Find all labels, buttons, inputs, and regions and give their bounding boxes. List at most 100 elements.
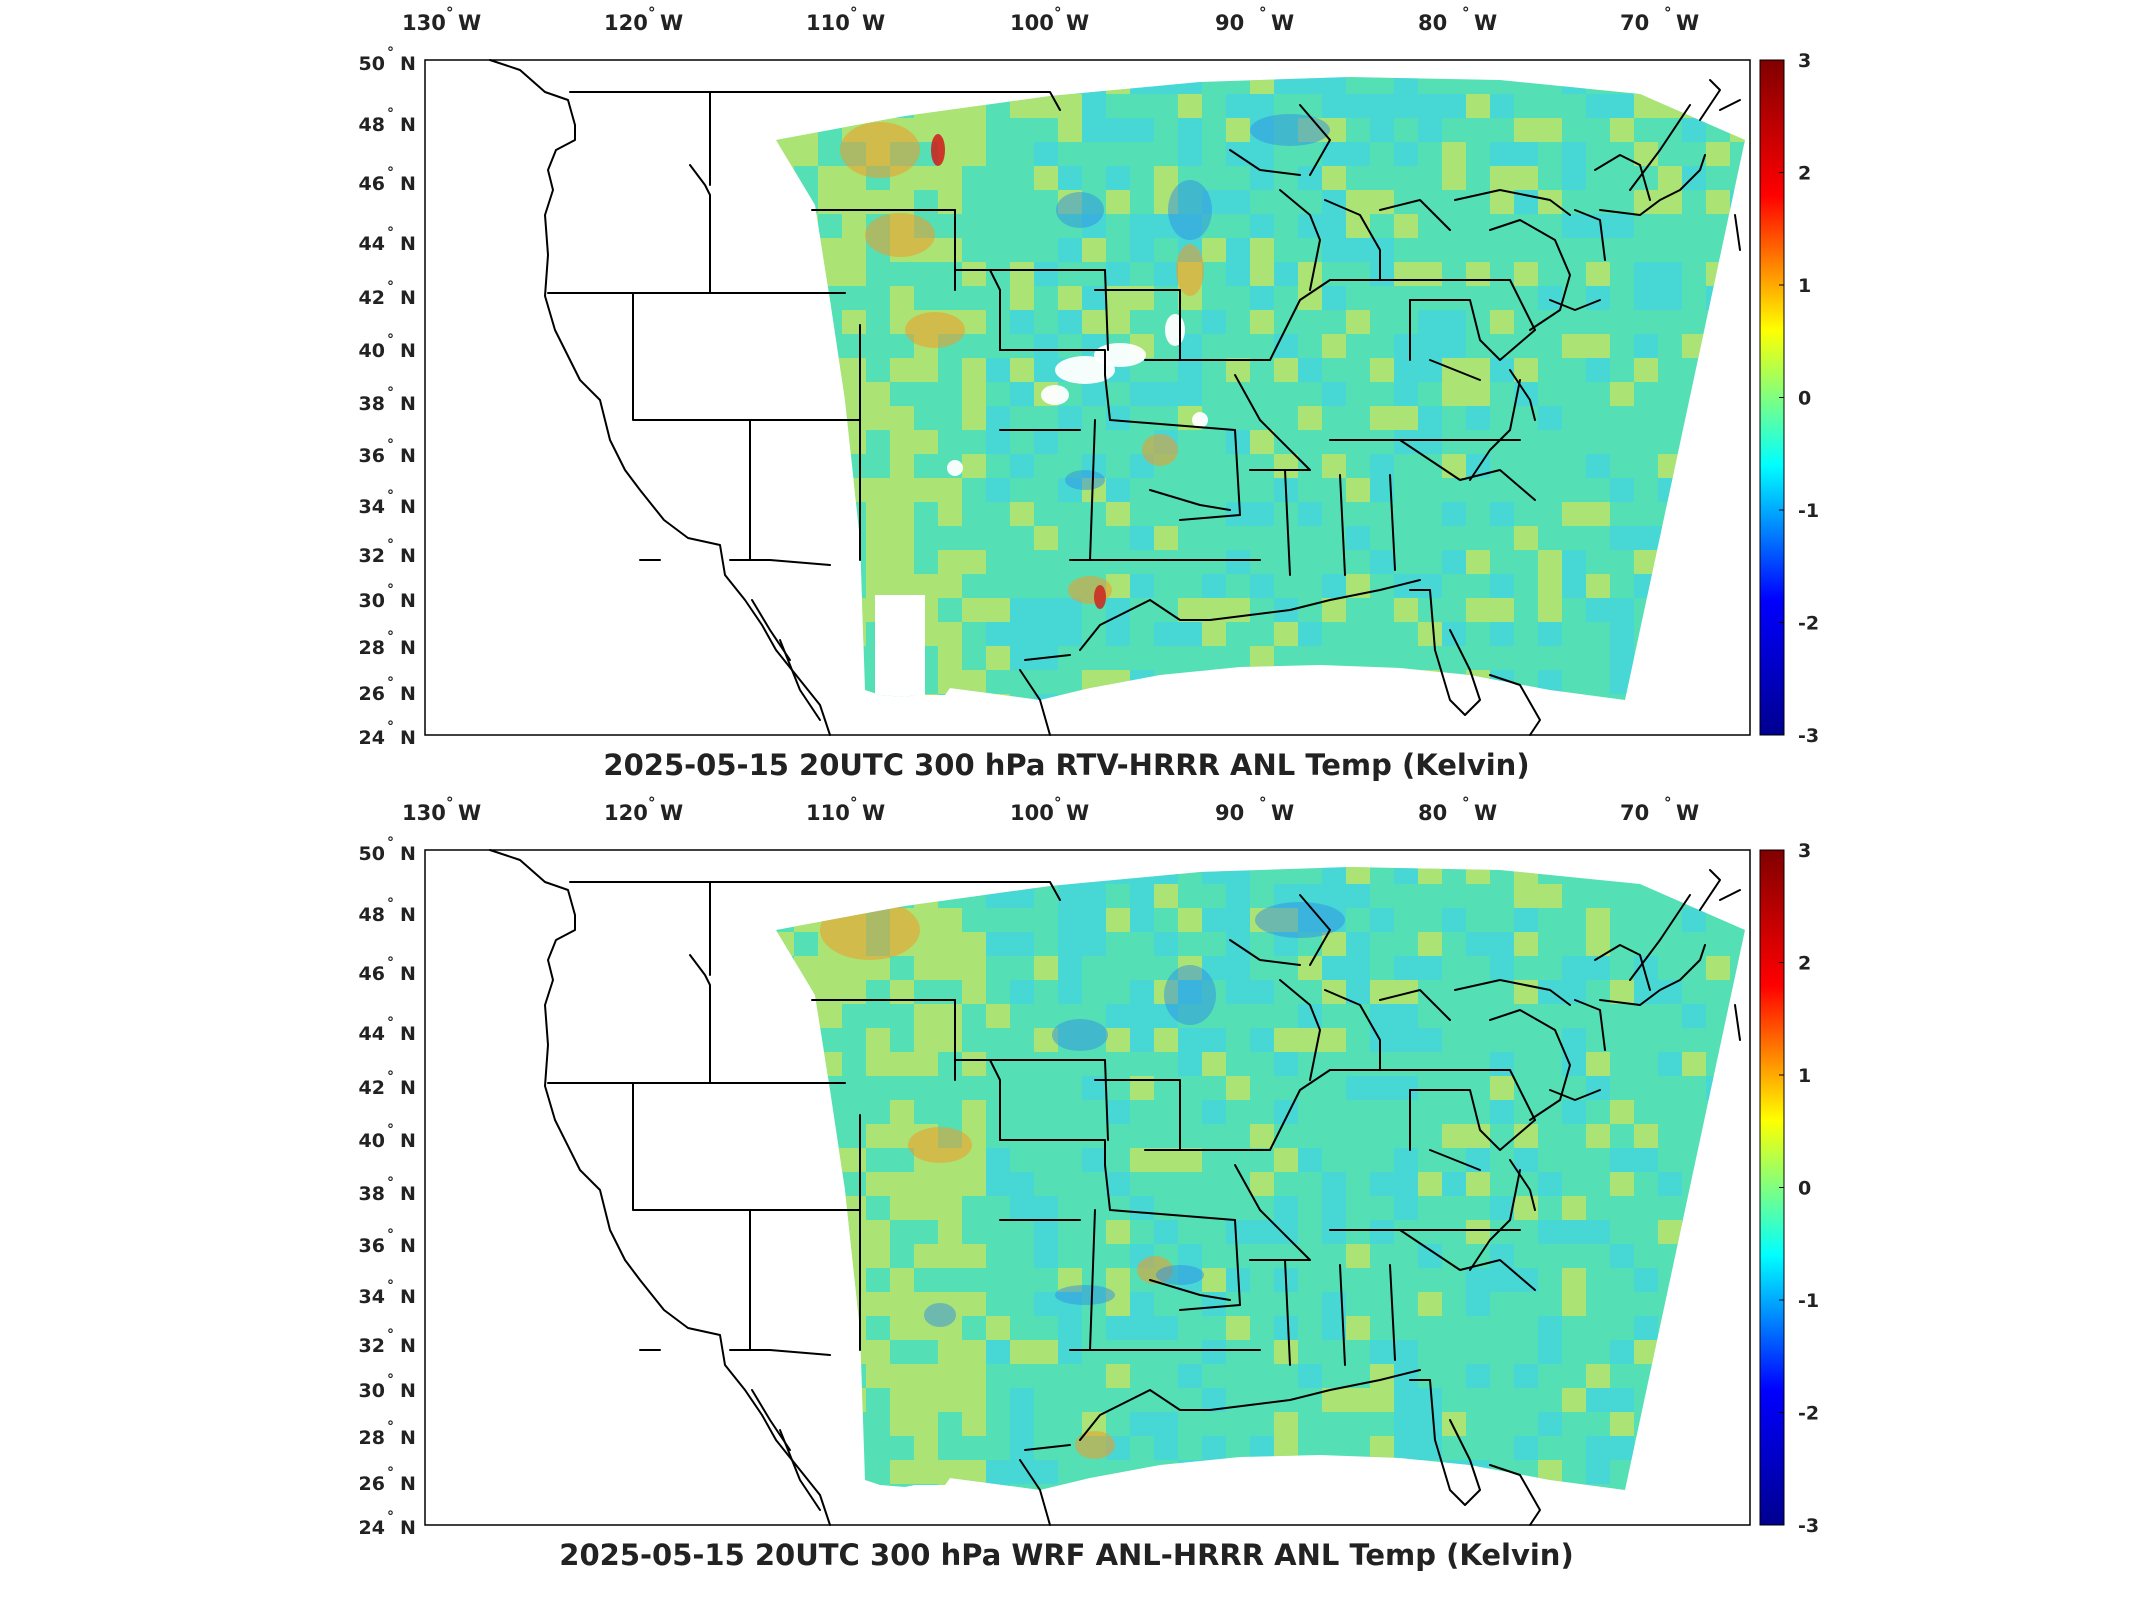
svg-text:42: 42 [359, 1077, 385, 1099]
longitude-label: 120 ° W [604, 4, 683, 35]
svg-text:100: 100 [1010, 801, 1054, 825]
svg-text:N: N [400, 1517, 416, 1539]
svg-text:W: W [862, 11, 885, 35]
svg-text:N: N [400, 393, 416, 415]
svg-text:W: W [1066, 801, 1089, 825]
svg-text:70: 70 [1620, 11, 1649, 35]
temperature-difference-field [776, 867, 1745, 1490]
colorbar-tick-label: -1 [1798, 500, 1819, 522]
svg-text:26: 26 [359, 683, 385, 705]
svg-text:24: 24 [359, 1517, 385, 1539]
svg-text:30: 30 [359, 590, 385, 612]
svg-text:N: N [400, 114, 416, 136]
svg-text:°: ° [387, 1069, 394, 1085]
svg-text:°: ° [387, 45, 394, 61]
longitude-label: 130 ° W [402, 794, 481, 825]
svg-text:°: ° [387, 1227, 394, 1243]
svg-text:°: ° [850, 4, 858, 22]
svg-text:70: 70 [1620, 801, 1649, 825]
temperature-difference-field [776, 77, 1745, 700]
svg-text:50: 50 [359, 843, 385, 865]
svg-text:44: 44 [359, 1023, 385, 1045]
colorbar-tick-label: -3 [1798, 1515, 1819, 1537]
svg-text:N: N [400, 545, 416, 567]
svg-text:34: 34 [359, 496, 385, 518]
svg-text:32: 32 [359, 1335, 385, 1357]
svg-text:°: ° [387, 1015, 394, 1031]
svg-text:24: 24 [359, 727, 385, 749]
latitude-label: 46 ° N [359, 955, 416, 985]
svg-text:°: ° [387, 488, 394, 504]
svg-text:W: W [1271, 801, 1294, 825]
colorbar-tick-label: 3 [1798, 840, 1811, 862]
svg-text:W: W [1066, 11, 1089, 35]
colorbar-tick-label: 0 [1798, 1178, 1811, 1200]
svg-text:130: 130 [402, 801, 446, 825]
colorbar-tick-label: -2 [1798, 1403, 1819, 1425]
longitude-label: 100 ° W [1010, 794, 1089, 825]
svg-text:110: 110 [806, 801, 850, 825]
svg-text:N: N [400, 683, 416, 705]
latitude-label: 26 ° N [359, 675, 416, 705]
svg-text:°: ° [850, 794, 858, 812]
svg-text:W: W [458, 801, 481, 825]
svg-text:W: W [660, 801, 683, 825]
latitude-label: 44 ° N [359, 1015, 416, 1045]
svg-text:°: ° [387, 955, 394, 971]
svg-text:28: 28 [359, 637, 385, 659]
svg-text:80: 80 [1418, 801, 1447, 825]
map-frame [424, 59, 1751, 736]
latitude-label: 26 ° N [359, 1465, 416, 1495]
svg-text:°: ° [648, 794, 656, 812]
latitude-label: 44 ° N [359, 225, 416, 255]
colorbar-tick-label: -1 [1798, 1290, 1819, 1312]
svg-text:°: ° [387, 896, 394, 912]
svg-text:46: 46 [359, 963, 385, 985]
latitude-label: 28 ° N [359, 1419, 416, 1449]
svg-text:40: 40 [359, 1130, 385, 1152]
latitude-label: 38 ° N [359, 1175, 416, 1205]
svg-text:°: ° [387, 1465, 394, 1481]
svg-text:W: W [862, 801, 885, 825]
svg-text:50: 50 [359, 53, 385, 75]
latitude-label: 46 ° N [359, 165, 416, 195]
svg-text:°: ° [387, 582, 394, 598]
longitude-label: 100 ° W [1010, 4, 1089, 35]
svg-text:N: N [400, 1023, 416, 1045]
latitude-label: 24 ° N [359, 719, 416, 749]
svg-text:°: ° [1664, 794, 1672, 812]
svg-text:W: W [1474, 801, 1497, 825]
map-panel-wrf: 130 ° W 120 ° W 110 ° W 100 ° W 90 ° W 80 ° W 70 ° W 50 ° N 48 ° N… [0, 790, 2133, 1590]
latitude-label: 30 ° N [359, 582, 416, 612]
longitude-label: 80 ° W [1418, 794, 1497, 825]
map-title-wrf: 2025-05-15 20UTC 300 hPa WRF ANL-HRRR AN… [559, 1538, 1574, 1572]
latitude-label: 50 ° N [359, 835, 416, 865]
svg-text:40: 40 [359, 340, 385, 362]
colorbar-tick-label: 1 [1798, 1065, 1811, 1087]
svg-text:°: ° [387, 719, 394, 735]
svg-text:W: W [660, 11, 683, 35]
svg-text:°: ° [1462, 794, 1470, 812]
svg-text:°: ° [387, 1372, 394, 1388]
latitude-label: 34 ° N [359, 1278, 416, 1308]
latitude-label: 30 ° N [359, 1372, 416, 1402]
svg-text:°: ° [387, 1509, 394, 1525]
svg-text:26: 26 [359, 1473, 385, 1495]
svg-text:120: 120 [604, 801, 648, 825]
svg-text:°: ° [446, 794, 454, 812]
svg-text:°: ° [1462, 4, 1470, 22]
svg-text:W: W [1474, 11, 1497, 35]
svg-text:N: N [400, 843, 416, 865]
svg-text:°: ° [387, 1419, 394, 1435]
svg-text:°: ° [387, 332, 394, 348]
latitude-label: 42 ° N [359, 1069, 416, 1099]
svg-text:90: 90 [1215, 801, 1244, 825]
longitude-label: 120 ° W [604, 794, 683, 825]
svg-text:36: 36 [359, 445, 385, 467]
svg-text:N: N [400, 1130, 416, 1152]
svg-text:N: N [400, 496, 416, 518]
svg-text:38: 38 [359, 1183, 385, 1205]
svg-text:90: 90 [1215, 11, 1244, 35]
colorbar-tick-label: 2 [1798, 163, 1811, 185]
svg-text:36: 36 [359, 1235, 385, 1257]
